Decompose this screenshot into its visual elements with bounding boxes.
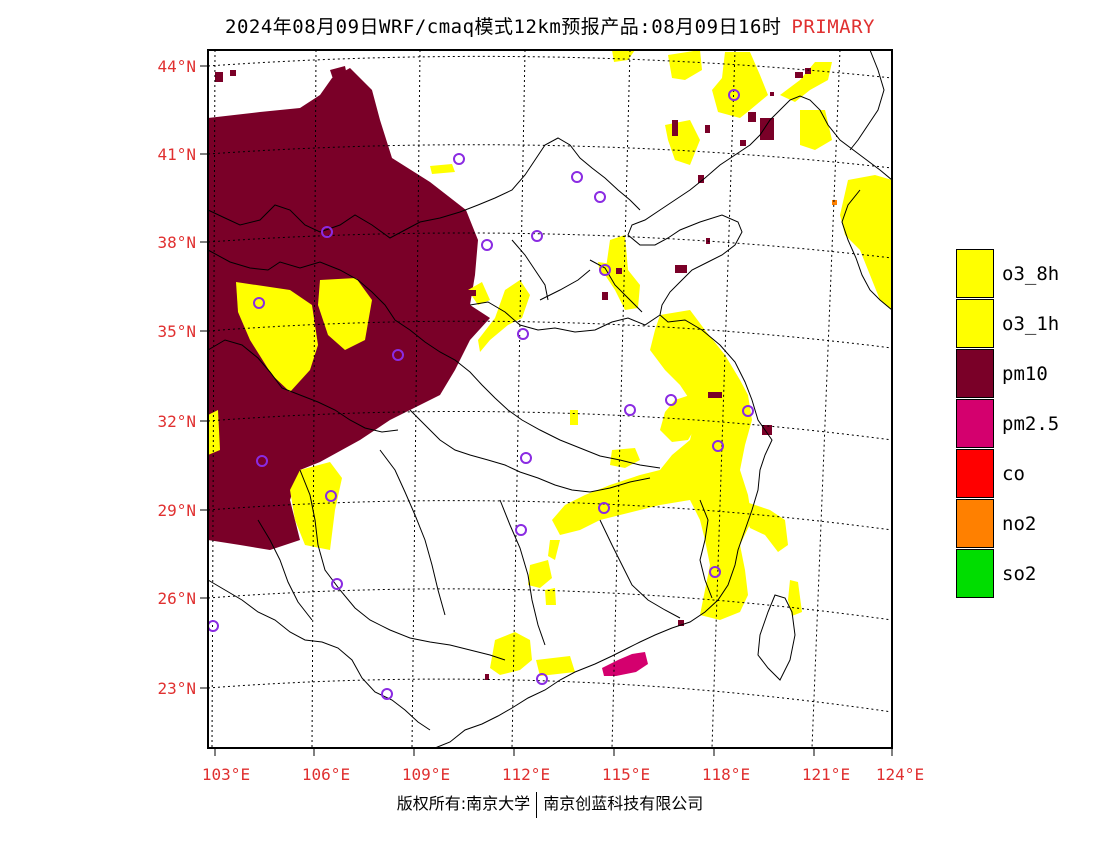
lon-label: 124°E [876,765,924,784]
station-marker [325,490,337,502]
station-marker [517,328,529,340]
legend-label: no2 [1002,513,1037,535]
legend-swatch [956,449,994,498]
legend-label: co [1002,463,1025,485]
legend-item-o3-8h: o3_8h [956,249,1076,299]
copyright-footer: 版权所有:南京大学 南京创蓝科技有限公司 [0,790,1100,818]
lon-label: 106°E [302,765,350,784]
station-marker [515,524,527,536]
legend-label: pm10 [1002,363,1048,385]
footer-separator [536,791,538,818]
o3-regions [208,50,892,676]
boundary-lines [207,49,893,749]
legend-item-pm25: pm2.5 [956,399,1076,449]
station-marker [728,89,740,101]
legend-swatch [956,349,994,398]
title-main: 2024年08月09日WRF/cmaq模式12km预报产品:08月09日16时 [225,16,782,38]
station-marker [665,394,677,406]
station-marker [599,264,611,276]
lon-label: 118°E [702,765,750,784]
lon-ticks [214,748,893,756]
lat-label: 35°N [157,322,196,341]
lat-label: 41°N [157,145,196,164]
lon-label: 109°E [402,765,450,784]
lat-ticks [200,65,208,689]
no2-spot [832,200,837,205]
station-marker [321,226,333,238]
station-marker [712,440,724,452]
station-marker [253,297,265,309]
legend: o3_8h o3_1h pm10 pm2.5 co no2 so2 [956,249,1076,599]
map-title: 2024年08月09日WRF/cmaq模式12km预报产品:08月09日16时 P… [0,12,1100,39]
lat-label: 23°N [157,679,196,698]
lat-label: 29°N [157,501,196,520]
legend-swatch [956,249,994,298]
graticule [207,49,893,749]
station-marker [392,349,404,361]
map-frame [207,49,893,749]
legend-swatch [956,549,994,598]
lat-label: 32°N [157,412,196,431]
station-marker [598,502,610,514]
station-marker [331,578,343,590]
legend-swatch [956,299,994,348]
station-marker [624,404,636,416]
station-marker [709,566,721,578]
legend-swatch [956,399,994,448]
pm10-spots [468,68,811,680]
lon-label: 103°E [202,765,250,784]
legend-label: pm2.5 [1002,413,1060,435]
legend-item-o3-1h: o3_1h [956,299,1076,349]
station-markers [207,89,754,700]
station-marker [256,455,268,467]
footer-right: 南京创蓝科技有限公司 [543,794,704,813]
lon-label: 115°E [602,765,650,784]
station-marker [594,191,606,203]
pm25-region [602,652,648,676]
lat-label: 26°N [157,589,196,608]
station-marker [381,688,393,700]
footer-left: 版权所有:南京大学 [396,794,531,813]
station-marker [742,405,754,417]
title-primary-tag: PRIMARY [791,16,875,38]
legend-label: o3_8h [1002,263,1060,285]
station-marker [531,230,543,242]
station-marker [481,239,493,251]
station-marker [520,452,532,464]
station-marker [571,171,583,183]
legend-item-co: co [956,449,1076,499]
lat-label: 44°N [157,57,196,76]
station-marker [536,673,548,685]
lon-label: 121°E [802,765,850,784]
legend-label: so2 [1002,563,1037,585]
legend-label: o3_1h [1002,313,1060,335]
legend-item-pm10: pm10 [956,349,1076,399]
lon-label: 112°E [502,765,550,784]
legend-item-no2: no2 [956,499,1076,549]
station-marker [453,153,465,165]
legend-item-so2: so2 [956,549,1076,599]
legend-swatch [956,499,994,548]
lat-label: 38°N [157,233,196,252]
